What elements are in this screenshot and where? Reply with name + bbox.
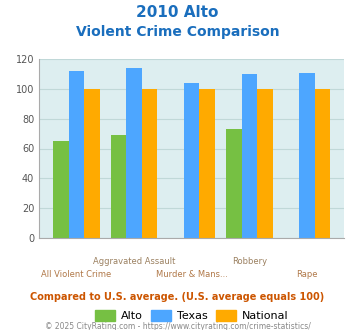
Text: Murder & Mans...: Murder & Mans... xyxy=(156,270,228,279)
Bar xyxy=(142,89,157,238)
Text: All Violent Crime: All Violent Crime xyxy=(41,270,111,279)
Bar xyxy=(257,89,273,238)
Bar xyxy=(226,129,242,238)
Text: Rape: Rape xyxy=(296,270,318,279)
Bar xyxy=(299,73,315,238)
Bar xyxy=(315,89,331,238)
Bar xyxy=(69,71,84,238)
Bar xyxy=(111,135,126,238)
Bar xyxy=(200,89,215,238)
Text: Robbery: Robbery xyxy=(232,257,267,266)
Text: Violent Crime Comparison: Violent Crime Comparison xyxy=(76,25,279,39)
Text: 2010 Alto: 2010 Alto xyxy=(136,5,219,20)
Bar xyxy=(84,89,100,238)
Bar xyxy=(184,83,200,238)
Text: © 2025 CityRating.com - https://www.cityrating.com/crime-statistics/: © 2025 CityRating.com - https://www.city… xyxy=(45,322,310,330)
Bar xyxy=(126,68,142,238)
Bar xyxy=(242,74,257,238)
Legend: Alto, Texas, National: Alto, Texas, National xyxy=(91,306,293,325)
Text: Compared to U.S. average. (U.S. average equals 100): Compared to U.S. average. (U.S. average … xyxy=(31,292,324,302)
Bar xyxy=(53,141,69,238)
Text: Aggravated Assault: Aggravated Assault xyxy=(93,257,175,266)
